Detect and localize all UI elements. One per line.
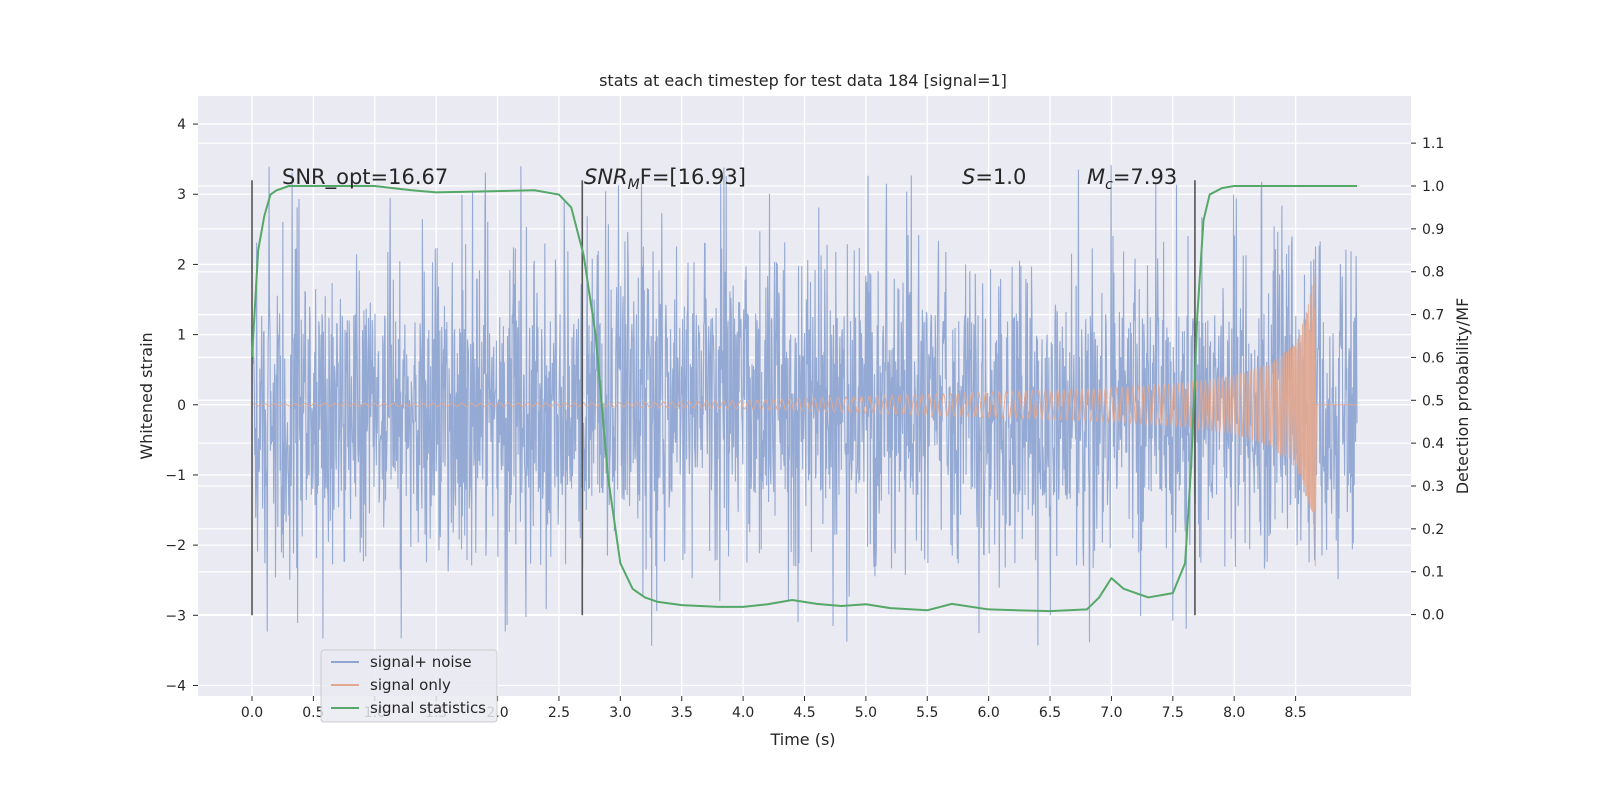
y-tick-label: −1 <box>165 468 186 484</box>
y2-ticks: 1.1 1.0 0.9 0.8 0.7 0.6 0.5 0.4 0.3 0.2 0.1 0.0 <box>1411 136 1444 624</box>
x-tick-label: 3.0 <box>609 705 631 721</box>
x-tick-label: 5.0 <box>855 705 877 721</box>
y-tick-label: 0 <box>177 398 186 414</box>
legend-label-noise: signal+ noise <box>370 653 472 671</box>
signal-trace <box>251 276 1357 567</box>
x-tick-label: 2.5 <box>548 705 570 721</box>
y-tick-label: 4 <box>177 117 186 133</box>
y2-tick-label: 0.0 <box>1422 608 1444 624</box>
x-tick-label: 7.5 <box>1162 705 1184 721</box>
y2-tick-label: 0.6 <box>1422 350 1444 366</box>
y2-tick-label: 0.4 <box>1422 436 1444 452</box>
series-signal-only <box>251 276 1357 567</box>
y2-tick-label: 0.3 <box>1422 479 1444 495</box>
legend-label-stats: signal statistics <box>370 699 486 717</box>
x-tick-label: 4.0 <box>732 705 754 721</box>
y2-tick-label: 0.7 <box>1422 308 1444 324</box>
x-tick-label: 6.5 <box>1039 705 1061 721</box>
y2-tick-label: 1.1 <box>1422 136 1444 152</box>
y2-axis-label: Detection probability/MF <box>1453 298 1472 495</box>
x-tick-label: 4.5 <box>793 705 815 721</box>
y-tick-label: 1 <box>177 328 186 344</box>
series-signal-statistics <box>251 185 1357 613</box>
y-tick-label: −3 <box>165 608 186 624</box>
y-tick-label: −2 <box>165 538 186 554</box>
y-tick-label: 3 <box>177 187 186 203</box>
y-axis-label: Whitened strain <box>137 332 156 459</box>
x-axis-label: Time (s) <box>769 730 835 749</box>
y2-tick-label: 0.5 <box>1422 393 1444 409</box>
annotation-snr-mf: SNRMF=[16.93] <box>584 165 746 193</box>
series-signal-noise <box>251 165 1358 646</box>
y-ticks: 4 3 2 1 0 −1 −2 −3 −4 <box>165 117 198 694</box>
y2-tick-label: 0.8 <box>1422 265 1444 281</box>
annotation-s: S=1.0 <box>962 165 1026 189</box>
legend-label-signal: signal only <box>370 676 451 694</box>
annotation-snr-opt: SNR_opt=16.67 <box>282 165 448 190</box>
y-tick-label: 2 <box>177 257 186 273</box>
legend-box <box>320 649 498 723</box>
x-tick-label: 8.5 <box>1284 705 1306 721</box>
x-tick-label: 0.0 <box>241 705 263 721</box>
x-tick-label: 7.0 <box>1100 705 1122 721</box>
x-tick-label: 8.0 <box>1223 705 1245 721</box>
y2-tick-label: 0.2 <box>1422 522 1444 538</box>
x-tick-label: 5.5 <box>916 705 938 721</box>
noise-trace <box>251 165 1358 646</box>
stats-trace <box>251 185 1357 613</box>
y-tick-label: −4 <box>165 678 186 694</box>
legend: signal+ noise signal only signal statist… <box>320 649 498 723</box>
y2-tick-label: 1.0 <box>1422 179 1444 195</box>
x-tick-label: 0.5 <box>302 705 324 721</box>
annotation-mc: Mc=7.93 <box>1087 165 1177 193</box>
x-tick-label: 6.0 <box>978 705 1000 721</box>
chart-title: stats at each timestep for test data 184… <box>599 71 1007 90</box>
y2-tick-label: 0.9 <box>1422 222 1444 238</box>
x-tick-label: 3.5 <box>671 705 693 721</box>
y2-tick-label: 0.1 <box>1422 565 1444 581</box>
